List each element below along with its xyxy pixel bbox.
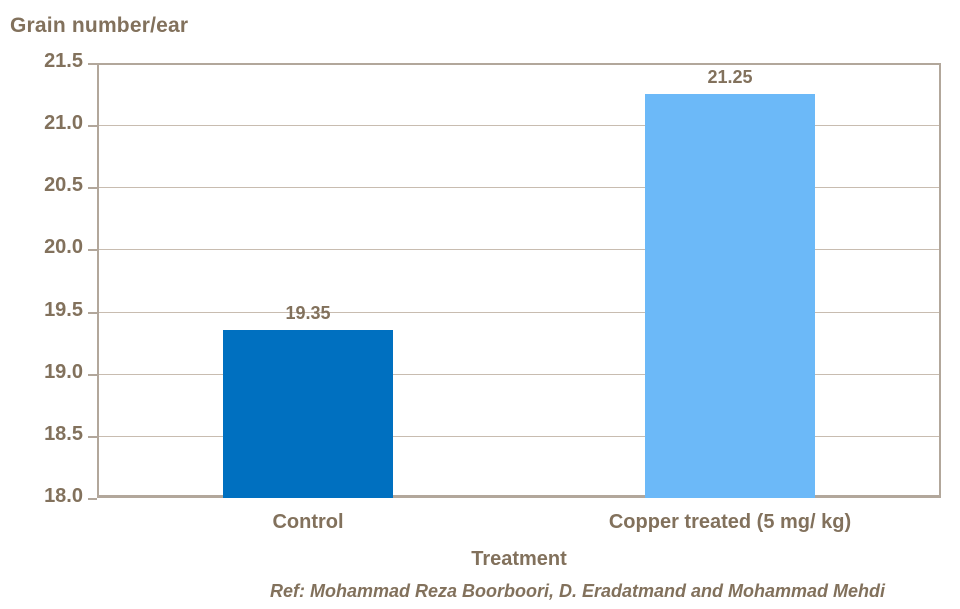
bar-copper-treated-5-mg-kg — [645, 94, 815, 498]
y-axis-tick — [88, 187, 97, 189]
y-axis-tick — [88, 312, 97, 314]
bar-value-label: 21.25 — [707, 67, 753, 87]
gridline — [99, 249, 939, 250]
y-axis-tick — [88, 436, 97, 438]
y-axis-tick — [88, 249, 97, 251]
y-axis-tick — [88, 374, 97, 376]
y-axis-tick-label: 19.5 — [44, 299, 83, 321]
gridline — [99, 187, 939, 188]
y-axis-tick-label: 20.5 — [44, 174, 83, 196]
y-axis-tick-label: 19.0 — [44, 361, 83, 383]
x-axis-title: Treatment — [471, 548, 567, 570]
bar-value-label: 19.35 — [285, 303, 331, 323]
gridline — [99, 312, 939, 313]
y-axis-tick-label: 18.0 — [44, 485, 83, 507]
x-category-label: Copper treated (5 mg/ kg) — [608, 511, 852, 533]
gridline — [99, 436, 939, 437]
y-axis-tick — [88, 63, 97, 65]
y-axis-tick-label: 21.5 — [44, 50, 83, 72]
reference-footnote: Ref: Mohammad Reza Boorboori, D. Eradatm… — [269, 581, 886, 601]
y-axis-tick-label: 18.5 — [44, 423, 83, 445]
y-axis-tick — [88, 125, 97, 127]
y-axis-tick-label: 20.0 — [44, 236, 83, 258]
chart-title: Grain number/ear — [10, 14, 189, 37]
y-axis-tick — [88, 498, 97, 500]
y-axis-tick-label: 21.0 — [44, 112, 83, 134]
bar-control — [223, 330, 393, 498]
gridline — [99, 125, 939, 126]
x-category-label: Control — [272, 511, 344, 533]
gridline — [99, 374, 939, 375]
